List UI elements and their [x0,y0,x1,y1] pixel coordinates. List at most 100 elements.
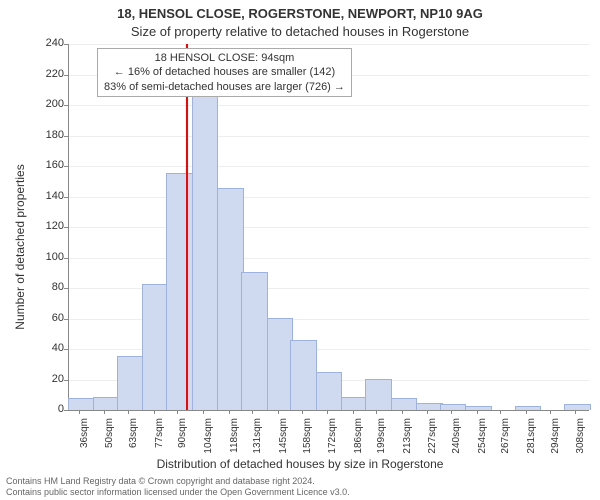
x-tick-label: 254sqm [477,418,488,458]
histogram-bar [142,284,169,410]
histogram-bar [192,72,219,410]
x-tick-label: 213sqm [402,418,413,458]
x-tick [203,410,204,414]
histogram-bar [241,272,268,410]
x-tick-label: 172sqm [327,418,338,458]
gridline [69,166,589,167]
y-tick [64,136,68,137]
y-tick [64,44,68,45]
y-tick-label: 180 [34,129,64,141]
histogram-bar [465,406,492,410]
x-tick [376,410,377,414]
x-tick [427,410,428,414]
y-tick [64,166,68,167]
y-tick [64,319,68,320]
x-tick [451,410,452,414]
x-tick [302,410,303,414]
reference-line [186,44,188,410]
y-tick [64,75,68,76]
x-tick [154,410,155,414]
x-tick [477,410,478,414]
x-tick-label: 158sqm [302,418,313,458]
x-tick [229,410,230,414]
x-tick-label: 267sqm [500,418,511,458]
histogram-bar [440,404,467,410]
footer-line-2: Contains public sector information licen… [6,487,350,498]
y-tick [64,288,68,289]
histogram-bar [316,372,343,410]
x-tick-label: 294sqm [550,418,561,458]
histogram-bar [341,397,368,410]
annotation-line-3: 83% of semi-detached houses are larger (… [104,80,345,94]
x-tick [177,410,178,414]
page-title-line1: 18, HENSOL CLOSE, ROGERSTONE, NEWPORT, N… [0,6,600,21]
x-tick [278,410,279,414]
y-tick [64,258,68,259]
x-tick-label: 240sqm [451,418,462,458]
x-tick-label: 90sqm [177,418,188,458]
x-tick-label: 118sqm [229,418,240,458]
y-tick-label: 20 [34,373,64,385]
x-axis-label: Distribution of detached houses by size … [0,457,600,471]
attribution-footer: Contains HM Land Registry data © Crown c… [6,476,350,498]
x-tick [500,410,501,414]
histogram-bar [391,398,418,410]
annotation-box: 18 HENSOL CLOSE: 94sqm ← 16% of detached… [97,48,352,97]
x-tick [327,410,328,414]
y-tick-label: 160 [34,159,64,171]
y-tick-label: 0 [34,403,64,415]
y-tick [64,380,68,381]
x-tick-label: 77sqm [154,418,165,458]
histogram-plot-area: 18 HENSOL CLOSE: 94sqm ← 16% of detached… [68,44,589,411]
histogram-bar [117,356,144,410]
histogram-bar [217,188,244,410]
gridline [69,197,589,198]
y-tick [64,410,68,411]
histogram-bar [166,173,193,410]
x-tick-label: 104sqm [203,418,214,458]
x-tick-label: 50sqm [104,418,115,458]
histogram-bar [564,404,591,410]
x-tick-label: 63sqm [128,418,139,458]
y-tick-label: 60 [34,312,64,324]
histogram-bar [365,379,392,411]
footer-line-1: Contains HM Land Registry data © Crown c… [6,476,350,487]
y-tick [64,227,68,228]
y-axis-label: Number of detached properties [13,97,27,397]
y-tick [64,349,68,350]
y-tick-label: 200 [34,98,64,110]
histogram-bar [68,398,95,410]
x-tick-label: 227sqm [427,418,438,458]
x-tick [252,410,253,414]
x-tick [402,410,403,414]
annotation-line-1: 18 HENSOL CLOSE: 94sqm [104,51,345,65]
x-tick-label: 145sqm [278,418,289,458]
y-tick-label: 40 [34,342,64,354]
x-tick [79,410,80,414]
histogram-bar [267,318,294,411]
y-tick-label: 100 [34,251,64,263]
y-tick [64,105,68,106]
x-tick [128,410,129,414]
histogram-bar [93,397,120,410]
histogram-bar [290,340,317,410]
x-tick [104,410,105,414]
x-tick [575,410,576,414]
y-tick-label: 120 [34,220,64,232]
y-tick-label: 220 [34,68,64,80]
annotation-line-2: ← 16% of detached houses are smaller (14… [104,65,345,79]
gridline [69,258,589,259]
x-tick-label: 199sqm [376,418,387,458]
page-title-line2: Size of property relative to detached ho… [0,24,600,39]
x-tick [550,410,551,414]
histogram-bar [515,406,542,410]
x-tick-label: 308sqm [575,418,586,458]
x-tick-label: 131sqm [252,418,263,458]
x-tick-label: 36sqm [79,418,90,458]
gridline [69,227,589,228]
histogram-bar [416,403,443,410]
x-tick-label: 186sqm [353,418,364,458]
gridline [69,44,589,45]
y-tick-label: 140 [34,190,64,202]
x-tick-label: 281sqm [526,418,537,458]
